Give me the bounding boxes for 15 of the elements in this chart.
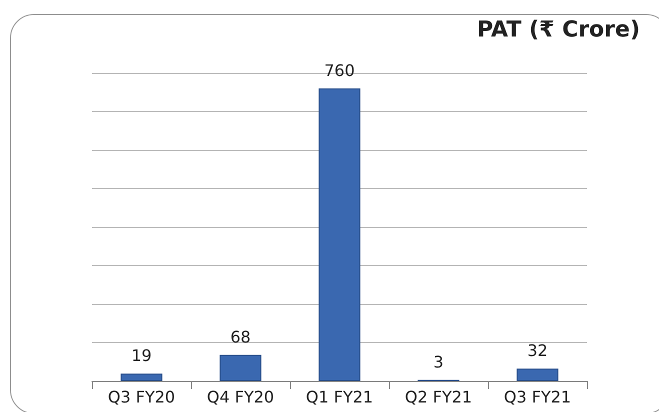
data-label: 19 [131,346,152,366]
bar [516,368,558,381]
chart-title: PAT (₹ Crore) [476,18,640,42]
bar [220,354,262,381]
data-label: 32 [527,341,548,360]
x-tick-label: Q1 FY21 [306,388,374,406]
bar [318,88,360,381]
data-label: 760 [324,60,355,80]
data-label: 68 [230,327,251,346]
x-tick-label: Q3 FY20 [108,388,176,406]
data-label: 3 [433,352,444,372]
x-tick-label: Q3 FY21 [504,388,572,406]
x-tick-label: Q2 FY21 [404,388,472,406]
bar [120,374,162,381]
x-tick-label: Q4 FY20 [206,388,274,406]
